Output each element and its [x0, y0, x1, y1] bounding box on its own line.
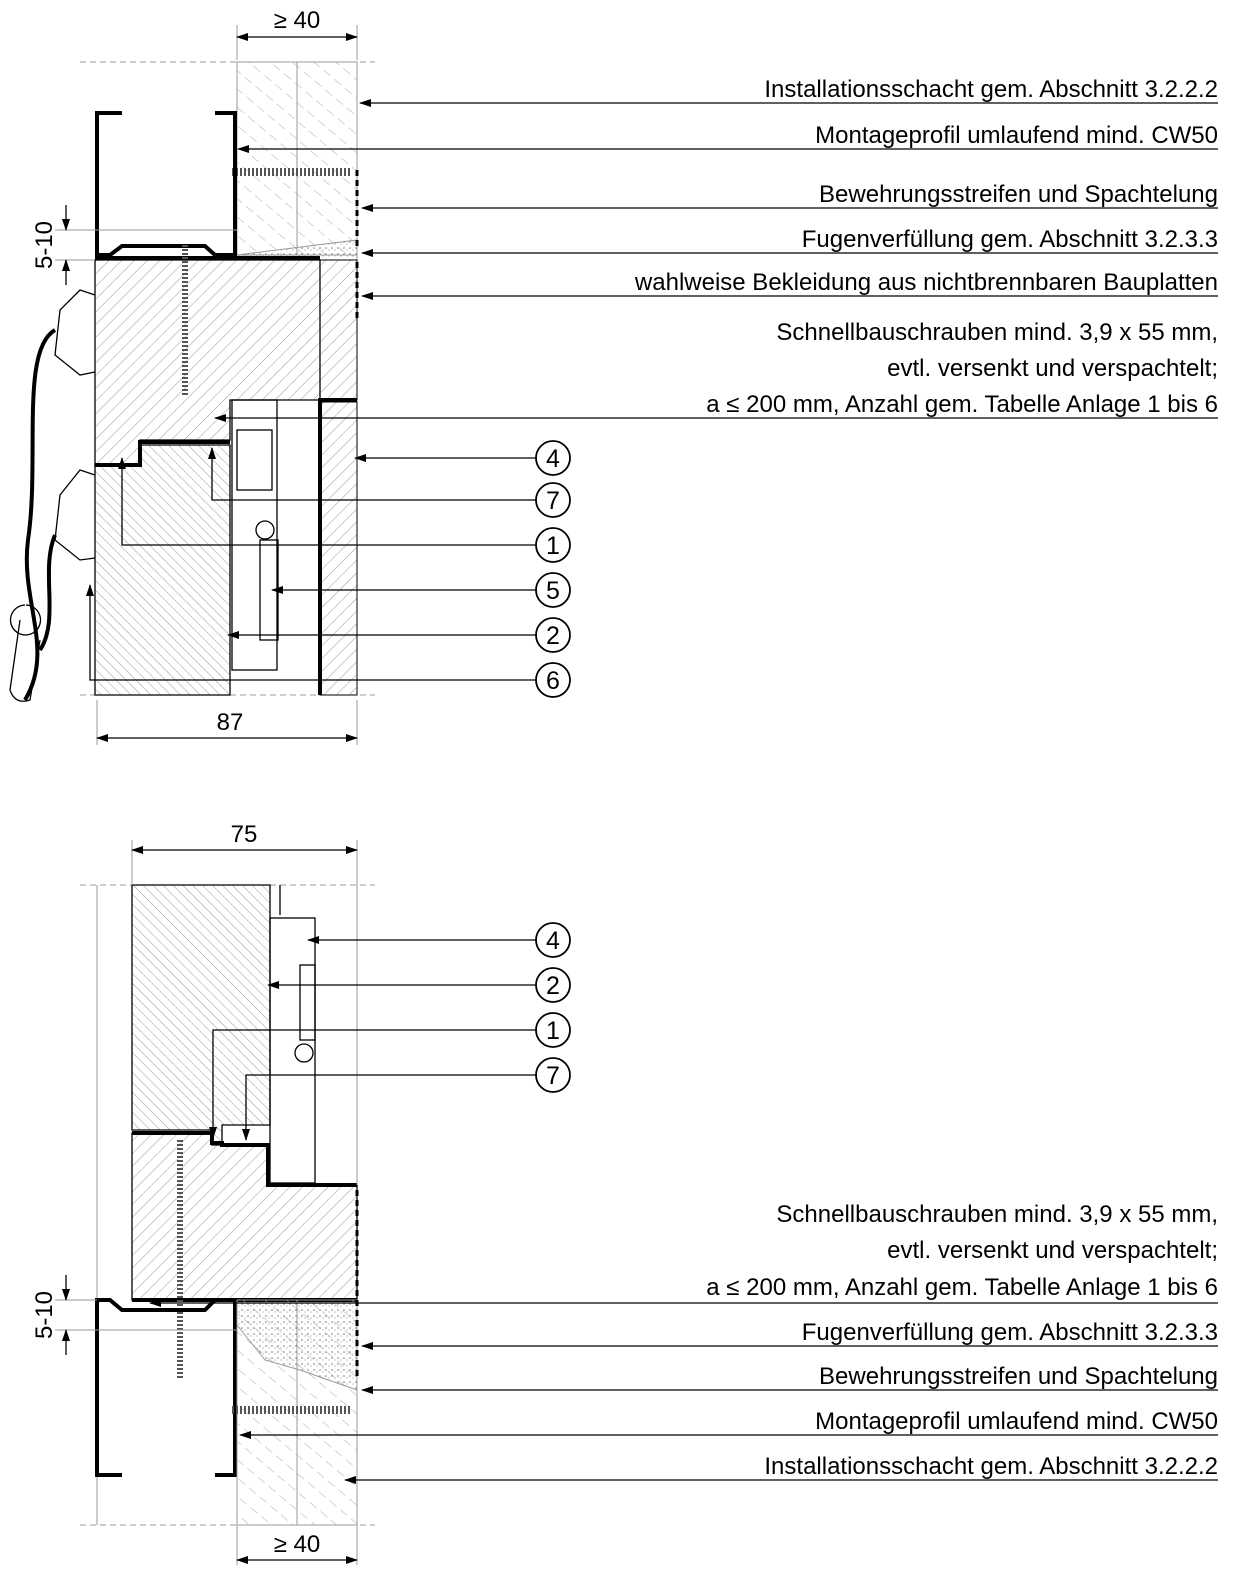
- outline: [318, 398, 357, 695]
- annotation: a ≤ 200 mm, Anzahl gem. Tabelle Anlage 1…: [706, 1274, 1218, 1301]
- callout: 1: [535, 1012, 571, 1048]
- section: [94, 444, 231, 696]
- section: [319, 259, 358, 401]
- outline: [95, 111, 237, 257]
- annotation: Montageprofil umlaufend mind. CW50: [815, 1408, 1218, 1435]
- annotation: Bewehrungsstreifen und Spachtelung: [819, 181, 1218, 208]
- callout: 6: [535, 662, 571, 698]
- section: [269, 917, 316, 1184]
- outline: [208, 447, 536, 501]
- callout: 2: [535, 617, 571, 653]
- annotation: evtl. versenkt und verspachtelt;: [887, 355, 1218, 382]
- annotation: wahlweise Bekleidung aus nichtbrennbaren…: [634, 269, 1218, 296]
- callout: 4: [535, 922, 571, 958]
- drawing-circle: [535, 1057, 571, 1093]
- callout-number: 7: [546, 487, 560, 515]
- callout-number: 4: [546, 927, 560, 955]
- callout: 7: [535, 482, 571, 518]
- callout-number: 7: [546, 1062, 560, 1090]
- dimension-label: 75: [231, 821, 258, 848]
- annotation: Schnellbauschrauben mind. 3,9 x 55 mm,: [776, 1201, 1218, 1228]
- section: [236, 61, 298, 256]
- callout-number: 6: [546, 667, 560, 695]
- callout-number: 2: [546, 622, 560, 650]
- callout-number: 1: [546, 1017, 560, 1045]
- drawing-circle: [535, 922, 571, 958]
- drawing-circle: [535, 662, 571, 698]
- callout: 7: [535, 1057, 571, 1093]
- annotation: Fugenverfüllung gem. Abschnitt 3.2.3.3: [802, 1319, 1218, 1346]
- top-detail: ≥ 40 5-10 87 Installationsschacht gem. A…: [9, 7, 1218, 745]
- drawing-circle: [255, 520, 275, 540]
- drawing-circle: [294, 1043, 314, 1063]
- dimension-label: 5-10: [31, 221, 58, 269]
- dimension-label: ≥ 40: [274, 7, 321, 34]
- drawing-circle: [535, 572, 571, 608]
- drawing-path: [38, 534, 57, 652]
- outline: [86, 584, 536, 681]
- section: [296, 61, 358, 256]
- annotation: Fugenverfüllung gem. Abschnitt 3.2.3.3: [802, 226, 1218, 253]
- drawing-circle: [535, 967, 571, 1003]
- callout: 1: [535, 527, 571, 563]
- annotation: Installationsschacht gem. Abschnitt 3.2.…: [764, 76, 1218, 103]
- drawing-path: [54, 289, 96, 376]
- section: [319, 401, 358, 696]
- outline: [95, 1298, 237, 1477]
- section: [236, 429, 273, 491]
- drawing-circle: [535, 1012, 571, 1048]
- outline: [118, 457, 536, 546]
- callout: 2: [535, 967, 571, 1003]
- dimension-label: ≥ 40: [274, 1531, 321, 1558]
- callout-number: 5: [546, 577, 560, 605]
- outline: [242, 1074, 536, 1141]
- callout-number: 1: [546, 532, 560, 560]
- outline: [209, 1029, 536, 1139]
- drawing-circle: [535, 482, 571, 518]
- annotation: a ≤ 200 mm, Anzahl gem. Tabelle Anlage 1…: [706, 391, 1218, 418]
- dimension-label: 5-10: [31, 1291, 58, 1339]
- callout-number: 4: [546, 445, 560, 473]
- drawing-path: [9, 604, 42, 702]
- section: [94, 259, 321, 466]
- outline: [95, 440, 230, 467]
- drawing-path: [23, 328, 57, 702]
- callout: 4: [535, 440, 571, 476]
- section: [131, 1132, 358, 1301]
- annotation: Schnellbauschrauben mind. 3,9 x 55 mm,: [776, 319, 1218, 346]
- annotation: Installationsschacht gem. Abschnitt 3.2.…: [764, 1453, 1218, 1480]
- callout-number: 2: [546, 972, 560, 1000]
- drawing-circle: [535, 617, 571, 653]
- section: [131, 884, 271, 1144]
- bottom-detail: 75 5-10 ≥ 40 Schnellbauschrauben mind. 3…: [31, 821, 1218, 1565]
- drawing-circle: [535, 440, 571, 476]
- section: [299, 964, 316, 1041]
- dimension-label: 87: [217, 709, 244, 736]
- annotation: Montageprofil umlaufend mind. CW50: [815, 122, 1218, 149]
- section: [231, 399, 278, 671]
- drawing-path: [54, 469, 96, 561]
- callout: 5: [535, 572, 571, 608]
- annotation: evtl. versenkt und verspachtelt;: [887, 1237, 1218, 1264]
- annotation: Bewehrungsstreifen und Spachtelung: [819, 1363, 1218, 1390]
- drawing-circle: [535, 527, 571, 563]
